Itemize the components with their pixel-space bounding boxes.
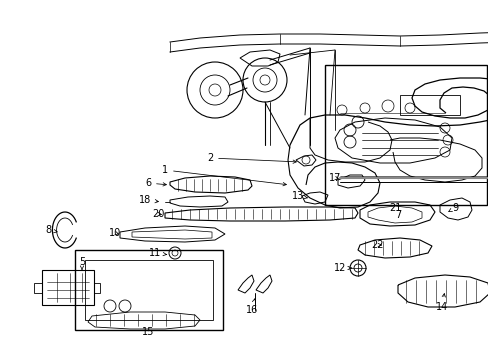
- Text: 8: 8: [45, 225, 57, 235]
- Text: 22: 22: [371, 240, 384, 250]
- Text: 21: 21: [388, 203, 400, 213]
- Text: 15: 15: [142, 327, 154, 337]
- Text: 16: 16: [245, 299, 258, 315]
- Text: 10: 10: [109, 228, 121, 238]
- Bar: [75, 250, 223, 330]
- Text: 6: 6: [144, 178, 166, 188]
- Bar: [42, 270, 94, 305]
- Text: 18: 18: [139, 195, 158, 205]
- Text: 2: 2: [206, 153, 296, 163]
- Bar: [85, 260, 213, 320]
- Bar: [34, 283, 42, 293]
- Text: 3: 3: [0, 359, 1, 360]
- Bar: [325, 65, 486, 205]
- Text: 11: 11: [148, 248, 166, 258]
- Text: 7: 7: [394, 210, 400, 220]
- Text: 1: 1: [162, 165, 286, 186]
- Text: 17: 17: [328, 173, 341, 183]
- Text: 13: 13: [291, 191, 306, 201]
- Text: 20: 20: [151, 209, 164, 219]
- Text: 5: 5: [79, 257, 85, 270]
- Text: 12: 12: [333, 263, 351, 273]
- Text: 9: 9: [448, 203, 457, 213]
- Text: 4: 4: [0, 359, 1, 360]
- Text: 14: 14: [435, 293, 447, 312]
- Bar: [94, 283, 100, 293]
